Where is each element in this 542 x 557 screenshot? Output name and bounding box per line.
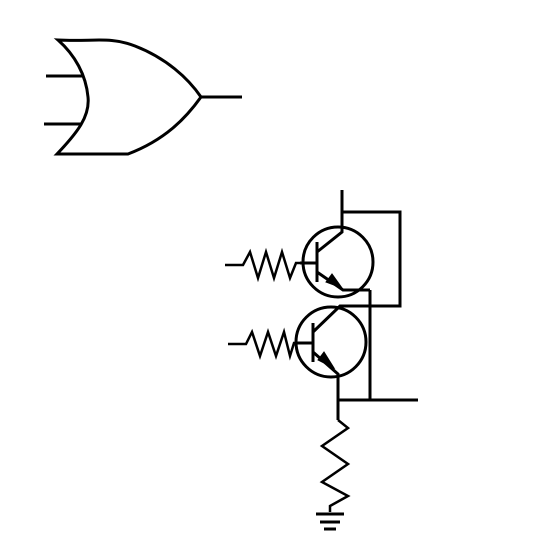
emitter-node: [336, 290, 418, 420]
ground-symbol: [316, 512, 344, 531]
resistor-emitter-zigzag: [319, 419, 351, 512]
transistor-top-emitter-arrow: [325, 273, 344, 290]
resistor-bottom-base: [228, 327, 298, 361]
resistor-top-base: [225, 247, 302, 283]
resistor-emitter: [319, 419, 351, 512]
transistor-top-emitter: [316, 270, 370, 292]
resistor-bottom-base-zigzag: [228, 327, 298, 361]
transistor-top-collector: [316, 190, 344, 254]
resistor-top-base-zigzag: [225, 247, 302, 283]
or-gate: [44, 38, 242, 156]
or-gate-body: [53, 38, 203, 156]
transistor-bottom-collector: [311, 210, 402, 334]
transistor-top: [300, 190, 375, 299]
transistor-bottom-emitter-arrow: [317, 351, 336, 370]
transistor-bottom: [294, 210, 402, 400]
